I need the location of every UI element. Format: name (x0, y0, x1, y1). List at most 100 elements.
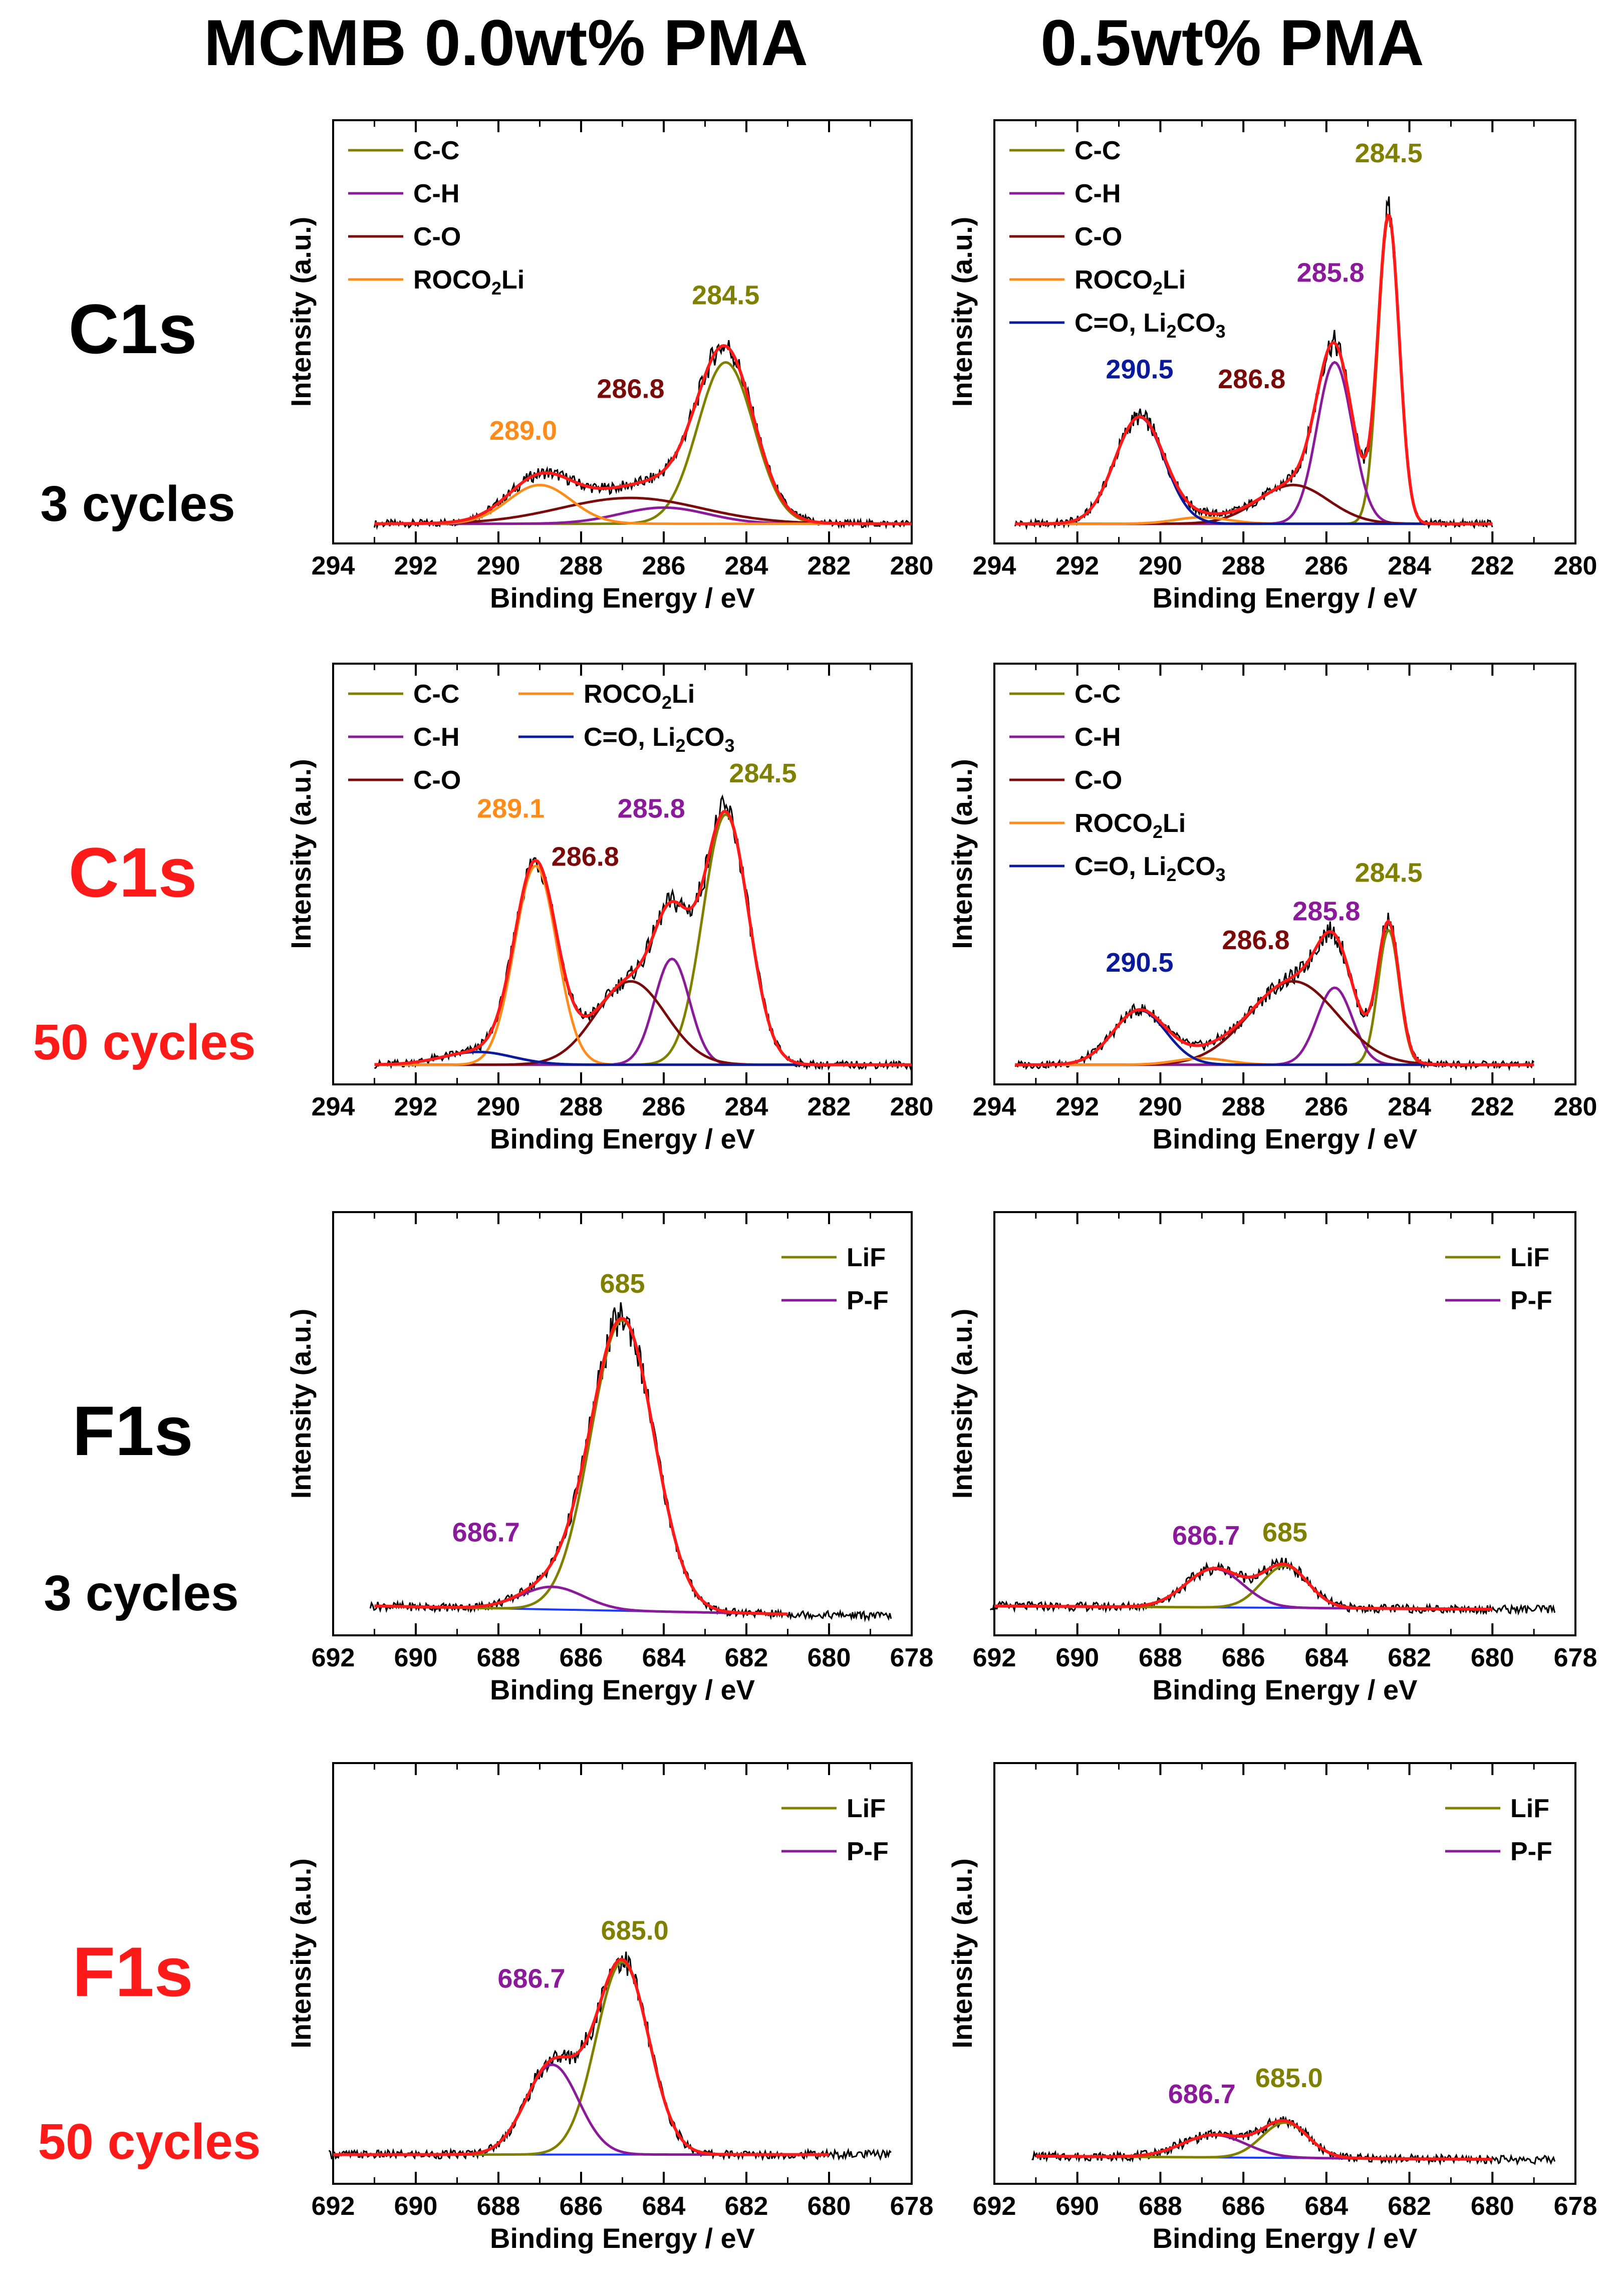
x-axis-label: Binding Energy / eV (490, 582, 755, 614)
peak-annotation: 290.5 (1106, 355, 1173, 385)
x-tick-label: 692 (973, 1643, 1016, 1672)
peak-annotation: 686.7 (1172, 1521, 1240, 1551)
y-axis-label: Intensity (a.u.) (946, 1309, 978, 1499)
legend-item: C=O, Li2CO3 (518, 723, 735, 756)
x-tick-label: 282 (1471, 1092, 1514, 1121)
peak-annotation: 286.8 (1222, 925, 1289, 955)
x-tick-label: 290 (1139, 551, 1182, 581)
x-tick-label: 692 (973, 2192, 1016, 2221)
x-tick-label: 288 (1222, 551, 1265, 581)
legend-label: C-C (1074, 136, 1121, 165)
legend-item: C-O (348, 766, 461, 795)
x-tick-label: 290 (477, 551, 520, 581)
x-tick-label: 282 (1471, 551, 1514, 581)
legend-item: C-C (1009, 680, 1121, 709)
legend-item: ROCO2Li (1009, 265, 1186, 299)
peak-p-f (333, 2063, 829, 2156)
x-tick-label: 682 (1388, 2192, 1431, 2221)
x-tick-label: 678 (1554, 2192, 1597, 2221)
peak-annotation: 284.5 (729, 758, 796, 788)
legend-item: ROCO2Li (348, 265, 524, 299)
legend-label: C-H (413, 723, 459, 752)
row-label-4: F1s 50 cycles (38, 1932, 261, 2170)
peak-annotation: 284.5 (1355, 138, 1423, 168)
legend: C-C C-H C-O ROCO2Li C=O, Li2CO3 (348, 680, 735, 795)
x-tick-label: 286 (642, 1092, 686, 1121)
x-tick-label: 284 (725, 1092, 768, 1121)
legend-item: C-O (348, 222, 461, 251)
peak-annotation: 289.0 (489, 416, 557, 446)
x-tick-label: 292 (1055, 1092, 1099, 1121)
legend-label: C-C (413, 680, 459, 709)
column-title-right: 0.5wt% PMA (1040, 6, 1424, 79)
legend-label: C=O, Li2CO3 (584, 723, 735, 756)
x-tick-label: 680 (808, 2192, 851, 2221)
x-tick-label: 294 (973, 1092, 1016, 1121)
envelope-line (374, 809, 912, 1066)
x-tick-label: 286 (642, 551, 686, 581)
legend-item: LiF (1445, 1243, 1549, 1272)
x-tick-label: 686 (1222, 1643, 1265, 1672)
x-tick-label: 286 (1304, 551, 1348, 581)
chart-c1s-50-0pma: 294 292 290 288 286 284 282 280 Binding Energy /… (285, 663, 934, 1155)
x-tick-label: 688 (477, 2192, 520, 2221)
legend-item: LiF (781, 1794, 886, 1823)
plot-curves (374, 340, 913, 530)
peak-c-o (1015, 483, 1493, 525)
peak-annotation: 285.8 (618, 794, 685, 824)
legend-label: P-F (847, 1837, 889, 1866)
row-label-main: C1s (69, 290, 197, 368)
legend-item: C-H (348, 179, 459, 208)
x-tick-label: 284 (1388, 551, 1431, 581)
legend-item: LiF (1445, 1794, 1549, 1823)
x-tick-label: 292 (394, 551, 438, 581)
row-label-main: F1s (72, 1932, 193, 2011)
chart-f1s-3-0pma: 692 690 688 686 684 682 680 678 Binding Energy /… (285, 1211, 933, 1705)
x-tick-label: 678 (890, 2192, 934, 2221)
peak-c-h (374, 957, 912, 1066)
peak-c-o (374, 496, 912, 525)
y-axis-label: Intensity (a.u.) (285, 217, 317, 407)
x-tick-label: 684 (642, 2192, 686, 2221)
x-axis-label: Binding Energy / eV (490, 2222, 755, 2254)
legend-item: LiF (781, 1243, 886, 1272)
x-tick-label: 288 (560, 1092, 603, 1121)
envelope-line (994, 1562, 1493, 1611)
legend-label: LiF (847, 1243, 886, 1272)
x-tick-label: 682 (725, 2192, 768, 2221)
peak-annotation: 685 (600, 1269, 645, 1299)
x-tick-label: 678 (1554, 1643, 1597, 1672)
row-label-main: F1s (72, 1391, 193, 1470)
legend-item: C-H (1009, 723, 1121, 752)
x-tick-label: 680 (1471, 2192, 1514, 2221)
peak-roco2li (374, 483, 912, 525)
raw-data-line (369, 1302, 892, 1623)
x-tick-label: 690 (394, 1643, 438, 1672)
row-label-1: C1s 3 cycles (40, 290, 235, 532)
row-label-sub: 3 cycles (44, 1565, 238, 1621)
x-tick-label: 680 (1471, 1643, 1514, 1672)
x-axis-label: Binding Energy / eV (490, 1674, 755, 1705)
legend-label: LiF (1510, 1243, 1549, 1272)
x-tick-label: 688 (1139, 1643, 1182, 1672)
x-tick-label: 280 (890, 1092, 934, 1121)
y-axis-label: Intensity (a.u.) (946, 217, 978, 407)
y-axis-label: Intensity (a.u.) (285, 1858, 317, 2049)
envelope-line (333, 1957, 829, 2156)
legend-label: ROCO2Li (1074, 809, 1186, 842)
peak-lif (333, 1960, 829, 2156)
plot-curves (989, 1557, 1556, 1616)
legend-label: C-O (1074, 766, 1122, 795)
legend-label: C=O, Li2CO3 (1074, 309, 1226, 342)
x-tick-label: 288 (1222, 1092, 1265, 1121)
legend-label: C-O (413, 766, 461, 795)
x-tick-label: 686 (1222, 2192, 1265, 2221)
peak-annotation: 286.8 (597, 374, 664, 404)
x-tick-label: 690 (1055, 2192, 1099, 2221)
x-axis-label: Binding Energy / eV (1153, 1674, 1418, 1705)
peak-annotation: 290.5 (1106, 948, 1173, 978)
legend-item: C-H (348, 723, 459, 752)
legend-label: C-C (413, 136, 459, 165)
row-label-2: C1s 50 cycles (33, 833, 256, 1070)
x-tick-label: 294 (973, 551, 1016, 581)
